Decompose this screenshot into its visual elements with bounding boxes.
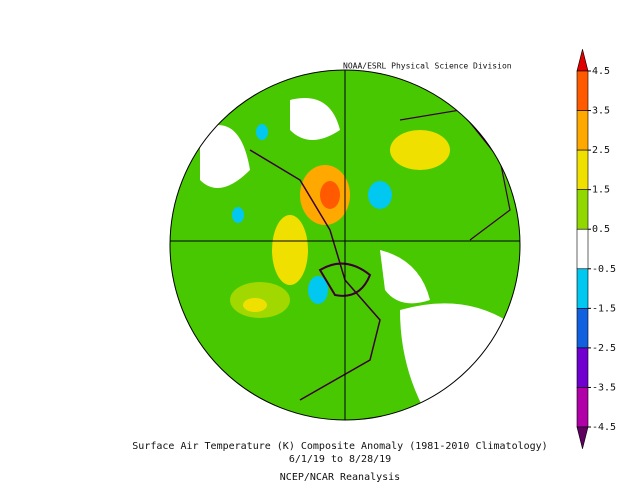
colorbar-label: 4.5 xyxy=(592,66,610,77)
colorbar-label: 3.5 xyxy=(592,106,610,117)
colorbar: 4.5 3.5 2.5 1.5 0.5 -0.5 -1.5 -2.5 -3.5 -4.5 xyxy=(576,49,616,449)
colorbar-bin xyxy=(576,308,589,349)
title: Surface Air Temperature (K) Composite An… xyxy=(132,441,547,452)
colorbar-bin xyxy=(576,189,589,230)
dates: 6/1/19 to 8/28/19 xyxy=(289,454,391,465)
colorbar-label: -1.5 xyxy=(592,303,616,314)
colorbar-bin xyxy=(576,149,589,190)
colorbar-cap xyxy=(576,49,589,72)
colorbar-bin xyxy=(576,228,589,270)
colorbar-bin xyxy=(576,268,589,309)
source: NCEP/NCAR Reanalysis xyxy=(280,472,400,483)
colorbar-cap xyxy=(576,426,589,449)
colorbar-label: -3.5 xyxy=(592,382,616,393)
colorbar-label: -4.5 xyxy=(592,422,616,433)
colorbar-label: 0.5 xyxy=(592,224,610,235)
colorbar-bin xyxy=(576,110,589,151)
colorbar-label: -2.5 xyxy=(592,343,616,354)
colorbar-label: 2.5 xyxy=(592,145,610,156)
colorbar-bin xyxy=(576,70,589,111)
colorbar-label: 1.5 xyxy=(592,185,610,196)
colorbar-label: -0.5 xyxy=(592,264,616,275)
colorbar-bin xyxy=(576,347,589,388)
credit: NOAA/ESRL Physical Science Division xyxy=(343,62,512,71)
colorbar-bin xyxy=(576,387,589,428)
